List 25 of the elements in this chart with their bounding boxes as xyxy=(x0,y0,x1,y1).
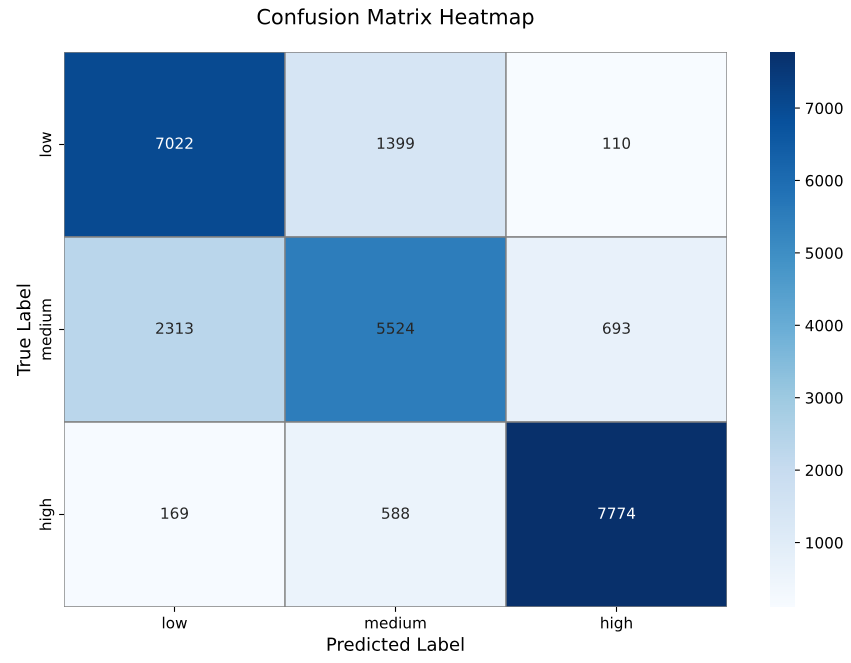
color-bar-label: 1000 xyxy=(806,537,843,549)
data-label: 588 xyxy=(382,507,410,519)
y-tick-label: medium xyxy=(39,299,52,360)
data-label: 5524 xyxy=(377,322,414,334)
x-axis-title: Predicted Label xyxy=(328,637,464,652)
x-tick-label: high xyxy=(601,616,632,632)
color-bar-label: 3000 xyxy=(806,392,843,404)
color-bar-label: 6000 xyxy=(806,174,843,186)
color-bar-label: 5000 xyxy=(806,247,843,259)
data-label: 110 xyxy=(604,137,630,149)
x-tick-label: low xyxy=(162,616,187,629)
x-tick-label: medium xyxy=(365,616,426,629)
data-label: 7022 xyxy=(156,137,192,149)
data-label: 169 xyxy=(162,507,188,519)
chart-title: Confusion Matrix Heatmap xyxy=(258,8,534,29)
y-tick-label: low xyxy=(39,132,52,156)
data-label: 2313 xyxy=(156,322,193,334)
data-label: 7774 xyxy=(598,508,636,519)
color-bar-label: 2000 xyxy=(806,464,843,476)
color-bar-label: 4000 xyxy=(805,320,843,332)
color-bar-label: 7000 xyxy=(806,102,843,114)
data-label: 1399 xyxy=(378,137,414,149)
data-label: 693 xyxy=(602,322,630,334)
y-axis-title: True Label xyxy=(16,284,30,376)
y-tick-label: high xyxy=(39,499,54,530)
